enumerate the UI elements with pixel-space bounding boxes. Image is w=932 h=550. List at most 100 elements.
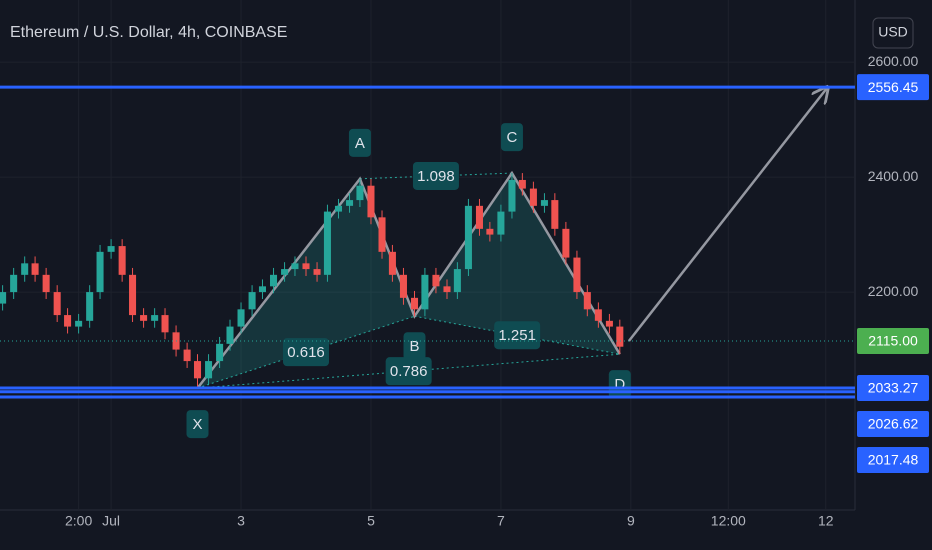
candle-body [529, 188, 537, 206]
candle-body [226, 326, 234, 344]
x-tick-label: Jul [102, 513, 120, 529]
chart-title: Ethereum / U.S. Dollar, 4h, COINBASE [10, 24, 287, 41]
pattern-ratio-label-box [494, 321, 541, 350]
price-level-label: 2026.62 [868, 416, 919, 432]
x-tick-label: 5 [367, 513, 375, 529]
x-tick-label: 7 [497, 513, 505, 529]
candle-body [183, 349, 191, 362]
candle-body [205, 361, 213, 379]
candle-body [21, 263, 29, 275]
price-level-box [857, 446, 929, 473]
price-level-label: 2033.27 [868, 380, 919, 396]
candle-body [421, 274, 429, 310]
pattern-point-label-box [403, 332, 426, 361]
pattern-ratio-label-box [283, 338, 330, 367]
candle-body [42, 274, 50, 293]
candle-body [367, 185, 375, 218]
candle-body [399, 274, 407, 298]
candle-body [540, 200, 548, 206]
candle-body [216, 343, 224, 362]
candle-body [583, 292, 591, 310]
candle-body [453, 269, 461, 293]
candle-body [140, 315, 148, 321]
candle-body [486, 228, 494, 235]
candle-body [388, 251, 396, 275]
y-tick-label: 2600.00 [868, 53, 919, 69]
y-tick-label: 2200.00 [868, 283, 919, 299]
price-level-label: 2017.48 [868, 452, 919, 468]
candle-body [53, 292, 61, 316]
candle-body [31, 263, 39, 275]
pattern-point-label: C [507, 129, 518, 146]
candle-body [616, 326, 624, 347]
candle-body [594, 309, 602, 321]
pattern-ratio-label-box [385, 357, 432, 386]
candle-body [573, 257, 581, 293]
candle-body [497, 211, 505, 235]
candle-body [129, 274, 137, 316]
candle-body [313, 269, 321, 275]
currency-label[interactable]: USD [878, 24, 908, 40]
pattern-fill [197, 178, 415, 389]
candle-body [551, 200, 559, 229]
candle-body [75, 320, 83, 327]
pattern-ratio-label-box [412, 161, 459, 190]
candle-body [118, 246, 126, 275]
axes: 2200.00 2400.00 2600.00 2:00 Jul 3 5 7 9 12:00 12 2… [65, 53, 929, 529]
pattern-point-label-box [186, 410, 209, 439]
candle-body [334, 205, 343, 212]
overlay: X A B C D 0.616 0.786 1.098 1.251 [0, 87, 855, 439]
projection-arrow [627, 87, 828, 342]
candle-body [302, 263, 310, 270]
candle-body [64, 315, 72, 327]
pattern-ratio-label: 1.251 [498, 327, 536, 344]
candle-body [346, 200, 354, 206]
x-tick-label: 3 [237, 513, 245, 529]
pattern-point-label: A [355, 135, 365, 152]
pattern-point-label: X [192, 416, 202, 433]
candle-body [237, 309, 245, 327]
currency-button[interactable] [872, 17, 914, 49]
candle-body [356, 185, 364, 201]
candle-body [323, 211, 331, 275]
candle-body [475, 205, 483, 229]
price-level-box [857, 74, 929, 101]
candle-body [10, 274, 18, 293]
pattern-dotted-line [197, 315, 415, 389]
price-level-label: 2556.45 [868, 79, 919, 95]
candle-body [518, 179, 526, 189]
price-level-box [857, 327, 929, 354]
candle-body [508, 179, 516, 212]
x-tick-label: 2:00 [65, 513, 92, 529]
candle-body [86, 292, 94, 321]
pattern-fill [414, 173, 620, 355]
x-tick-label: 9 [627, 513, 635, 529]
candle-body [281, 269, 289, 275]
price-level-label: 2115.00 [868, 333, 918, 349]
pattern-point-label: D [614, 376, 625, 393]
pattern-ratio-label: 0.616 [287, 344, 325, 361]
pattern-point-label: B [409, 338, 419, 355]
candle-body [0, 292, 7, 304]
candles [0, 173, 624, 389]
candle-body [258, 286, 266, 293]
pattern-point-label-box [500, 123, 523, 152]
price-level-box [857, 410, 929, 437]
candle-body [107, 246, 115, 252]
candle-body [291, 263, 299, 270]
candle-body [562, 228, 570, 258]
candle-body [161, 315, 169, 333]
x-tick-label: 12:00 [711, 513, 746, 529]
candle-body [443, 286, 451, 293]
candle-body [96, 251, 104, 293]
candle-body [605, 320, 613, 327]
pattern-ratio-label: 0.786 [390, 363, 428, 380]
candle-body [378, 217, 386, 252]
pattern-ratio-label: 1.098 [417, 168, 455, 185]
candle-body [151, 315, 159, 321]
price-level-box [857, 374, 929, 401]
candle-body [248, 292, 256, 310]
